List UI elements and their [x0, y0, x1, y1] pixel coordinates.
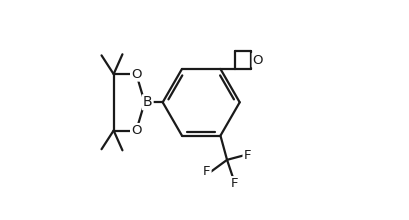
Text: F: F [243, 149, 251, 162]
Text: O: O [131, 68, 142, 81]
Text: F: F [203, 165, 211, 178]
Text: F: F [231, 177, 238, 190]
Text: O: O [131, 124, 142, 137]
Text: B: B [143, 95, 153, 109]
Text: O: O [253, 54, 263, 67]
